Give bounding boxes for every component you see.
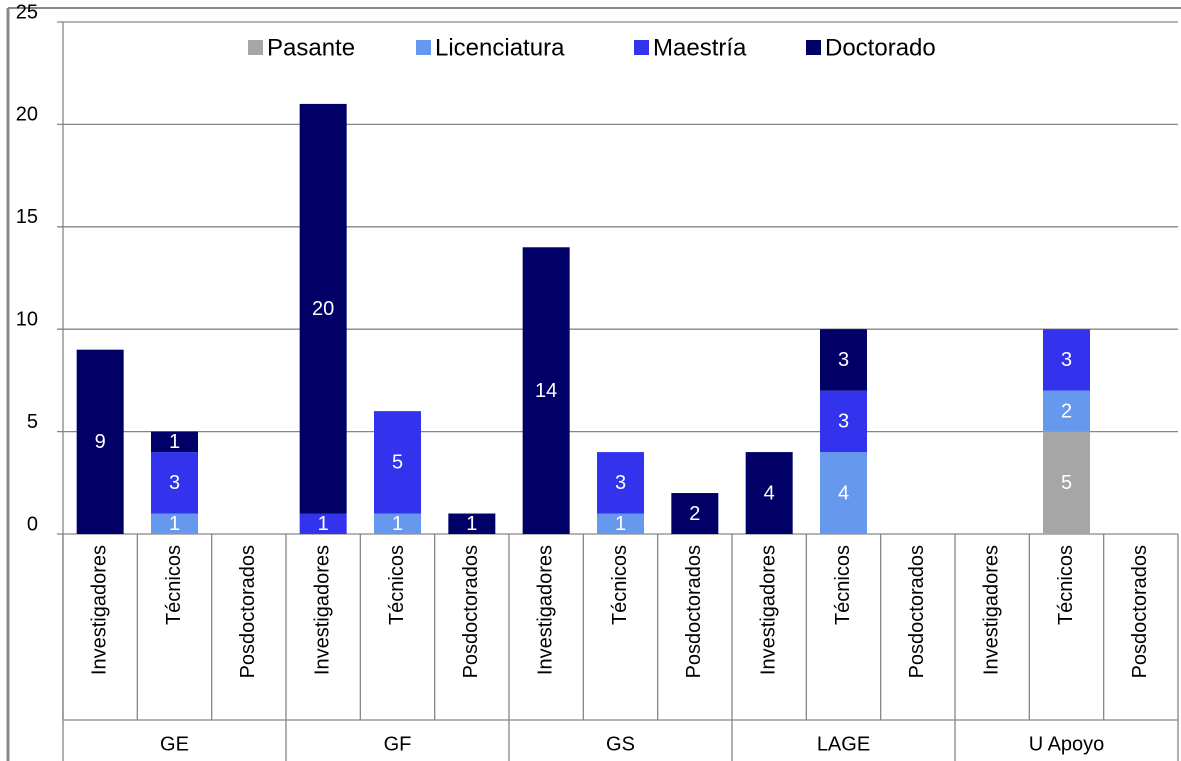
x-tick-label: Técnicos xyxy=(1055,545,1077,625)
x-tick-label: Técnicos xyxy=(386,545,408,625)
bar-segment xyxy=(1043,329,1090,391)
bar-segment xyxy=(671,493,719,534)
data-label: 4 xyxy=(764,482,775,504)
bar-segment xyxy=(820,329,867,391)
x-tick-label: Técnicos xyxy=(832,545,854,625)
legend-label: Pasante xyxy=(267,34,355,61)
group-label: GE xyxy=(160,733,189,755)
bar-segment xyxy=(522,247,570,534)
x-tick-label: Posdoctorados xyxy=(1129,545,1151,678)
data-label: 5 xyxy=(1061,472,1072,494)
bar-segment xyxy=(820,452,867,534)
data-label: 1 xyxy=(169,513,180,535)
legend-swatch xyxy=(806,40,821,55)
bar-segment xyxy=(151,513,198,534)
bar-segment xyxy=(374,411,421,514)
y-tick-label: 0 xyxy=(27,513,38,535)
x-tick-label: Investigadores xyxy=(311,545,333,675)
legend-swatch xyxy=(416,40,431,55)
x-tick-label: Técnicos xyxy=(163,545,185,625)
y-tick-label: 20 xyxy=(16,104,38,126)
data-label: 3 xyxy=(1061,349,1072,371)
bar-segment xyxy=(1043,431,1090,534)
group-label: U Apoyo xyxy=(1029,733,1105,755)
bar-segment xyxy=(597,452,644,514)
legend-label: Doctorado xyxy=(825,34,936,61)
group-label: LAGE xyxy=(817,733,870,755)
bar-segment xyxy=(151,452,198,514)
y-tick-label: 15 xyxy=(16,206,38,228)
x-tick-label: Posdoctorados xyxy=(460,545,482,678)
y-tick-label: 10 xyxy=(16,308,38,330)
legend-swatch xyxy=(634,40,649,55)
data-label: 1 xyxy=(169,431,180,453)
bar-segment xyxy=(448,513,496,534)
bar-segment xyxy=(151,431,198,453)
legend-label: Maestría xyxy=(653,34,747,61)
bar-segment xyxy=(1043,390,1090,432)
bar-segment xyxy=(76,349,124,534)
bar-segment xyxy=(299,513,347,534)
group-label: GF xyxy=(384,733,412,755)
x-tick-label: Investigadores xyxy=(980,545,1002,675)
legend-label: Licenciatura xyxy=(435,34,565,61)
data-label: 2 xyxy=(1061,400,1072,422)
data-label: 4 xyxy=(838,482,849,504)
group-label: GS xyxy=(606,733,635,755)
data-label: 1 xyxy=(392,513,403,535)
x-tick-label: Posdoctorados xyxy=(906,545,928,678)
bar-segment xyxy=(745,452,793,534)
data-label: 3 xyxy=(169,472,180,494)
y-tick-label: 25 xyxy=(16,1,38,23)
x-tick-label: Investigadores xyxy=(534,545,556,675)
y-tick-label: 5 xyxy=(27,411,38,433)
data-label: 1 xyxy=(318,513,329,535)
data-label: 2 xyxy=(689,503,700,525)
data-label: 1 xyxy=(466,513,477,535)
x-tick-label: Técnicos xyxy=(609,545,631,625)
bar-segment xyxy=(299,103,347,514)
data-label: 3 xyxy=(838,411,849,433)
bar-segment xyxy=(820,390,867,453)
x-tick-label: Investigadores xyxy=(88,545,110,675)
data-label: 14 xyxy=(535,380,557,402)
data-label: 3 xyxy=(615,472,626,494)
bar-segment xyxy=(374,513,421,534)
bar-segment xyxy=(597,513,644,534)
x-tick-label: Posdoctorados xyxy=(237,545,259,678)
data-label: 1 xyxy=(615,513,626,535)
legend-swatch xyxy=(248,40,263,55)
data-label: 5 xyxy=(392,452,403,474)
x-tick-label: Posdoctorados xyxy=(683,545,705,678)
data-label: 20 xyxy=(312,298,334,320)
data-label: 3 xyxy=(838,349,849,371)
data-label: 9 xyxy=(95,431,106,453)
x-tick-label: Investigadores xyxy=(757,545,779,675)
